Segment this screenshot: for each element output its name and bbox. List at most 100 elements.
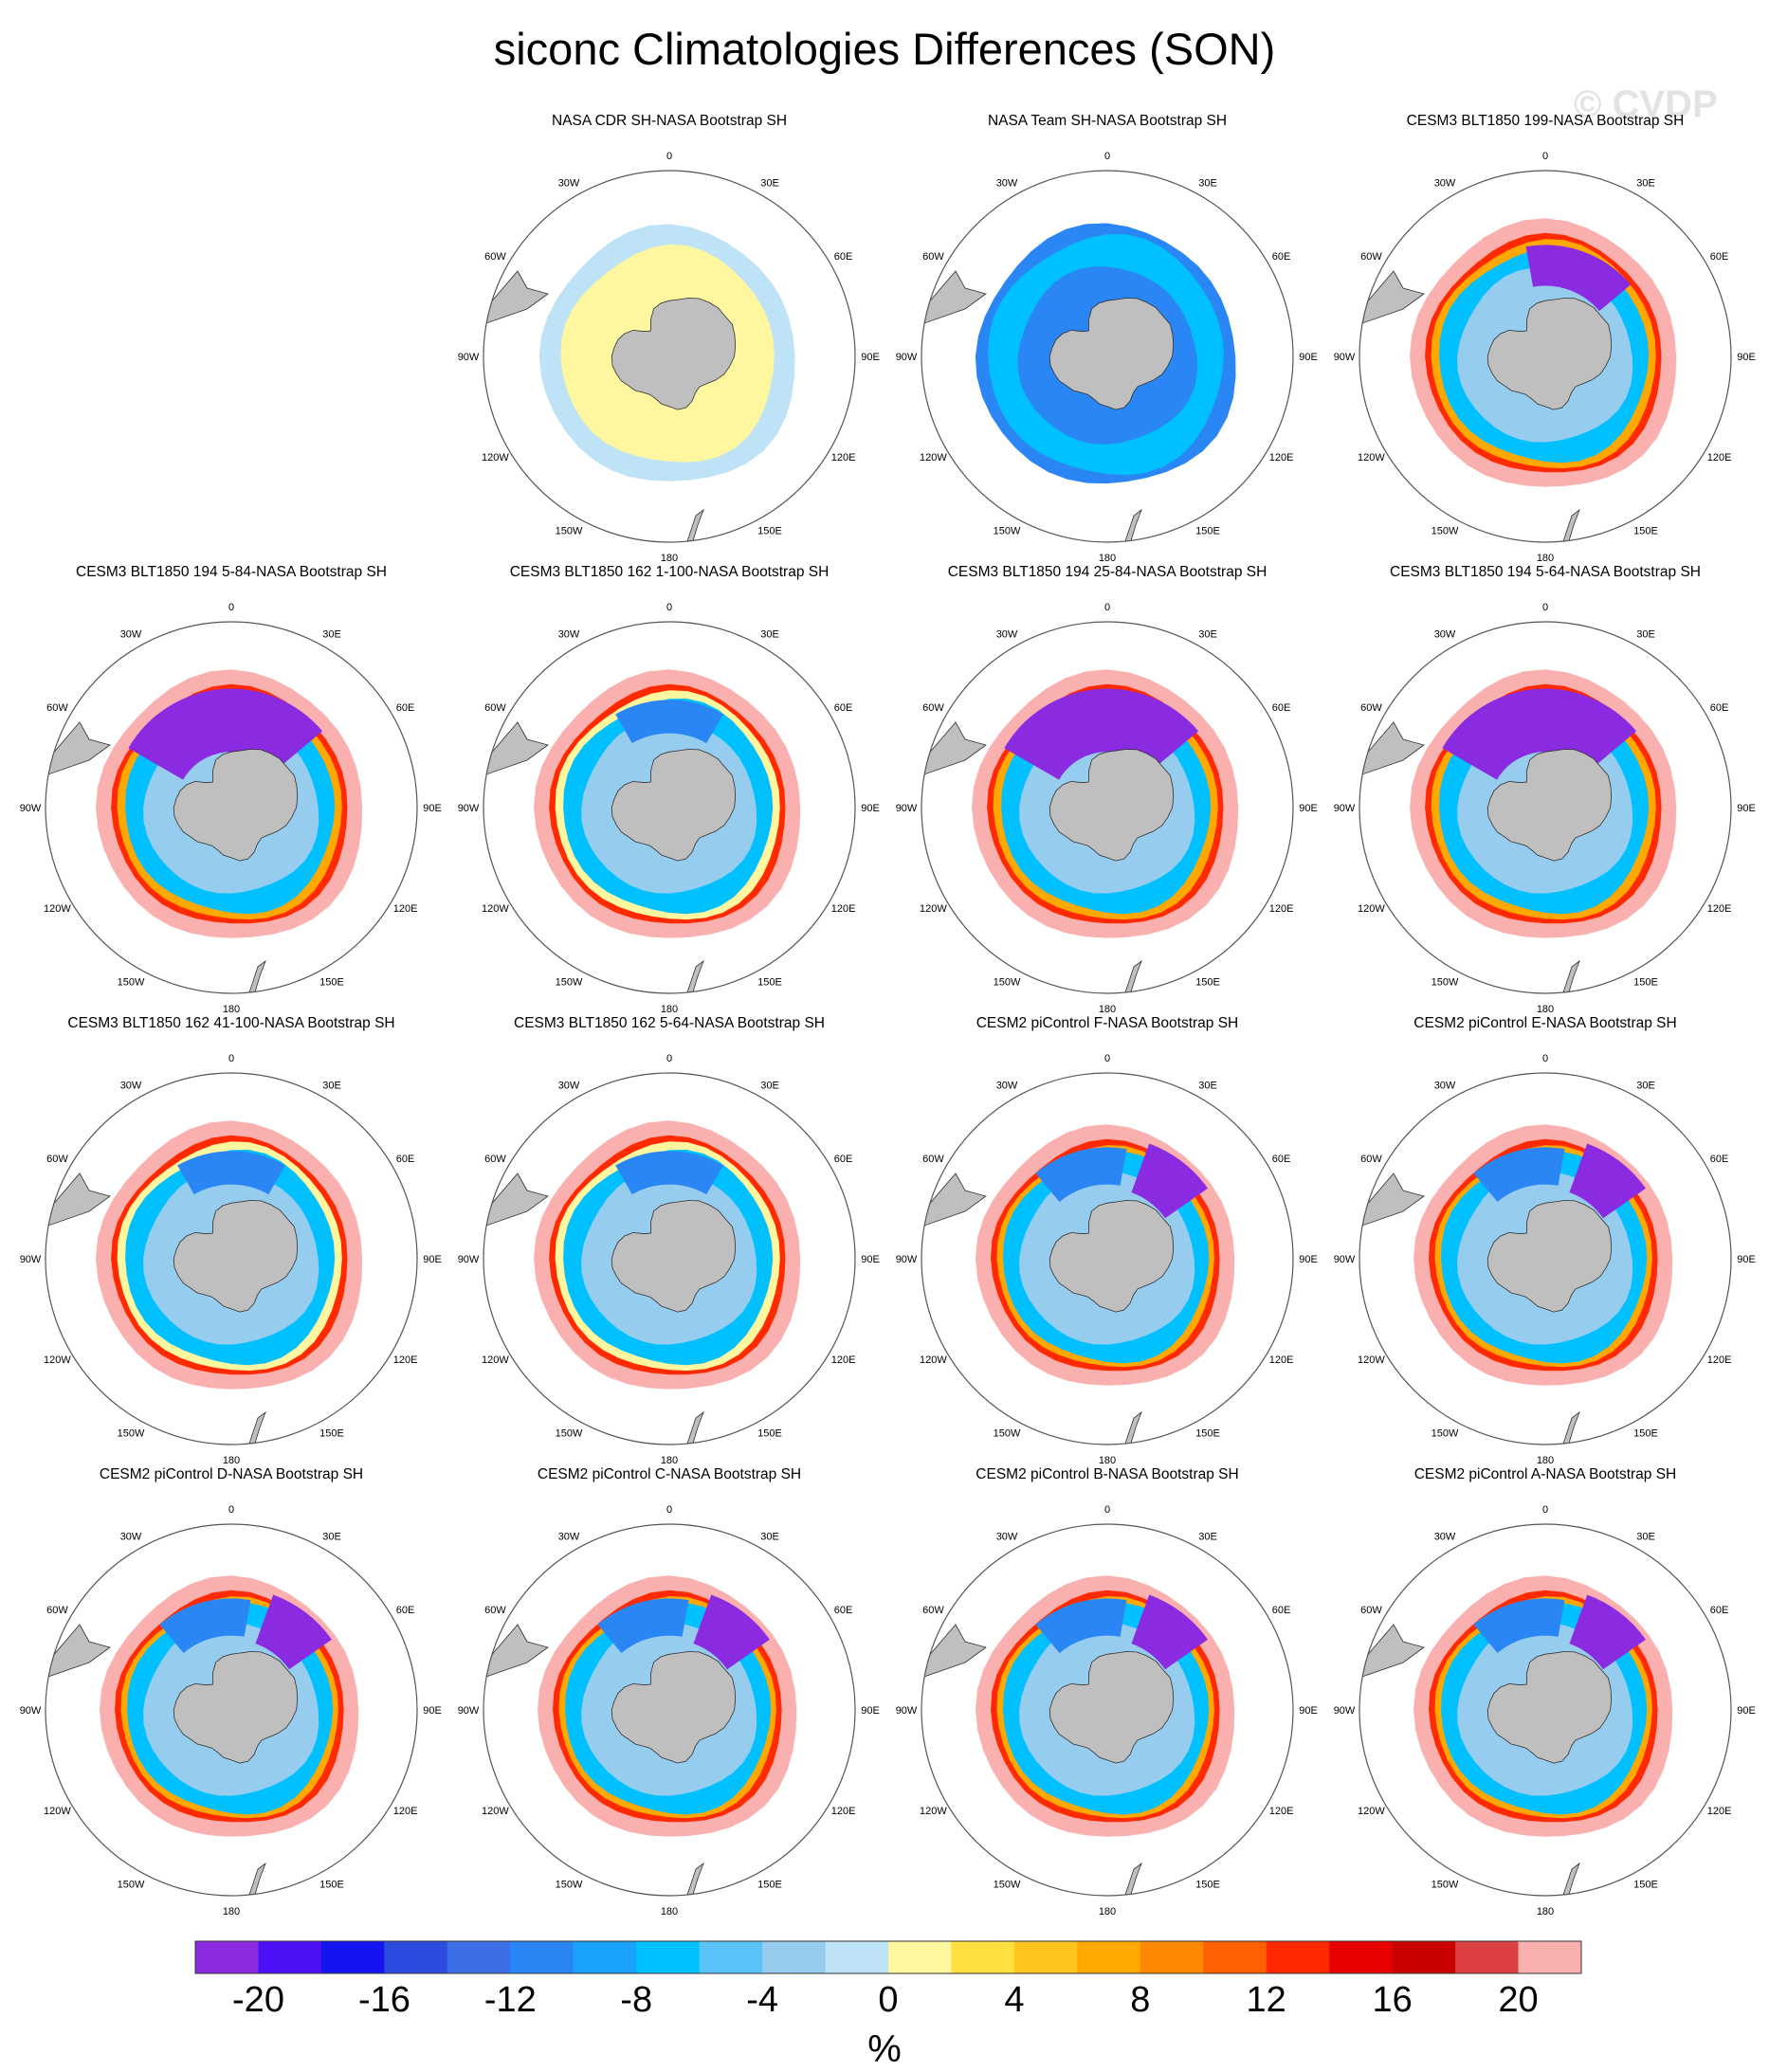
longitude-label: 150E	[1633, 1428, 1658, 1440]
longitude-label: 90W	[458, 803, 480, 814]
longitude-label: 90W	[20, 803, 42, 814]
polar-map: 0 30E 60E 90E 120E 150E 180 150W 120W 90W 60W 30W	[1334, 151, 1756, 561]
south-america	[921, 1624, 987, 1679]
longitude-label: 60W	[922, 1154, 944, 1165]
panel-title: CESM3 BLT1850 162 5-64-NASA Bootstrap SH	[514, 1015, 825, 1031]
colorbar-box	[1266, 1941, 1330, 1973]
new-zealand	[685, 508, 704, 542]
south-america	[921, 721, 987, 776]
polar-map: 0 30E 60E 90E 120E 150E 180 150W 120W 90W 60W 30W	[458, 1504, 880, 1915]
colorbar-box	[951, 1941, 1015, 1973]
longitude-label: 90W	[20, 1254, 42, 1265]
polar-map: 0 30E 60E 90E 120E 150E 180 150W 120W 90W 60W 30W	[896, 602, 1318, 1012]
longitude-label: 150W	[1432, 526, 1459, 537]
longitude-label: 90E	[1737, 1705, 1756, 1717]
longitude-label: 0	[1104, 151, 1110, 162]
map-boundary	[1359, 621, 1732, 994]
new-zealand	[1123, 1410, 1142, 1445]
longitude-label: 90E	[861, 1705, 880, 1717]
antarctica	[611, 1200, 737, 1313]
longitude-label: 30W	[996, 177, 1018, 189]
longitude-label: 150E	[1195, 526, 1220, 537]
longitude-label: 120W	[920, 903, 947, 915]
map-boundary	[921, 170, 1294, 543]
longitude-label: 90W	[1334, 803, 1356, 814]
colorbar-box	[1518, 1941, 1582, 1973]
longitude-label: 150W	[556, 1880, 583, 1891]
map-boundary	[483, 170, 856, 543]
longitude-label: 60E	[1710, 702, 1729, 714]
longitude-label: 150E	[757, 977, 782, 989]
longitude-label: 60E	[834, 1154, 853, 1165]
longitude-label: 60W	[1360, 251, 1382, 263]
longitude-label: 90W	[1334, 1705, 1356, 1717]
longitude-label: 180	[1537, 553, 1554, 561]
longitude-label: 180	[661, 1004, 678, 1012]
map-boundary	[1359, 170, 1732, 543]
antarctica	[173, 1651, 299, 1764]
longitude-label: 150E	[319, 977, 344, 989]
longitude-label: 150W	[118, 977, 145, 989]
east-strong-negative	[1131, 1594, 1208, 1670]
panel-title: CESM2 piControl A-NASA Bootstrap SH	[1413, 1466, 1677, 1482]
longitude-label: 120E	[831, 903, 856, 915]
longitude-label: 150E	[757, 526, 782, 537]
east-strong-negative	[1569, 1594, 1646, 1670]
longitude-label: 120W	[44, 1806, 71, 1817]
longitude-label: 90E	[1299, 1705, 1318, 1717]
longitude-label: 60E	[1272, 1605, 1291, 1616]
longitude-label: 150E	[1633, 526, 1658, 537]
longitude-label: 0	[228, 1053, 234, 1064]
map-panel: CESM2 piControl F-NASA Bootstrap SH 0 30E 6…	[887, 1014, 1327, 1463]
polar-map: 0 30E 60E 90E 120E 150E 180 150W 120W 90W 60W 30W	[896, 1053, 1318, 1463]
longitude-label: 30W	[120, 1080, 142, 1091]
antarctica	[1486, 298, 1613, 410]
antarctica	[611, 749, 737, 862]
map-panel: CESM3 BLT1850 199-NASA Bootstrap SH 0 30E 6…	[1325, 112, 1765, 561]
longitude-label: 0	[1542, 1504, 1548, 1516]
longitude-label: 30E	[1198, 1531, 1217, 1542]
longitude-label: 150E	[1633, 977, 1658, 989]
antarctica	[1486, 1651, 1613, 1764]
panel-title: NASA Team SH-NASA Bootstrap SH	[987, 113, 1228, 129]
longitude-label: 0	[1104, 1504, 1110, 1516]
east-strong-negative	[693, 1594, 770, 1670]
longitude-label: 120E	[831, 452, 856, 463]
longitude-label: 30E	[760, 1531, 779, 1542]
weddell-negative	[159, 1598, 251, 1653]
longitude-label: 90W	[896, 1705, 918, 1717]
longitude-label: 60E	[1710, 1154, 1729, 1165]
longitude-label: 120E	[831, 1354, 856, 1366]
colorbar-box	[1455, 1941, 1520, 1973]
longitude-label: 60E	[834, 702, 853, 714]
new-zealand	[1123, 959, 1142, 993]
longitude-label: 150W	[994, 526, 1021, 537]
colorbar-box	[1329, 1941, 1394, 1973]
longitude-label: 30E	[1198, 1080, 1217, 1091]
longitude-label: 0	[666, 151, 672, 162]
longitude-label: 90E	[1299, 1254, 1318, 1265]
longitude-label: 150W	[556, 526, 583, 537]
longitude-label: 120W	[1358, 1806, 1385, 1817]
colorbar-box	[1140, 1941, 1204, 1973]
south-america	[921, 270, 987, 325]
page-title: siconc Climatologies Differences (SON)	[493, 24, 1276, 74]
longitude-label: 120W	[44, 903, 71, 915]
colorbar-outline	[194, 1940, 1582, 1974]
colorbar-tick-label: 0	[878, 1980, 898, 2020]
map-boundary	[921, 1072, 1294, 1445]
colorbar-tick-label: -4	[746, 1980, 778, 2020]
south-america	[1359, 1624, 1425, 1679]
longitude-label: 120E	[393, 1806, 418, 1817]
colorbar-box	[699, 1941, 763, 1973]
longitude-label: 30E	[1636, 1531, 1655, 1542]
longitude-label: 60E	[396, 1605, 415, 1616]
new-zealand	[247, 1410, 266, 1445]
longitude-label: 90W	[1334, 352, 1356, 363]
longitude-label: 30W	[558, 1531, 580, 1542]
longitude-label: 90E	[861, 803, 880, 814]
longitude-label: 30E	[1636, 628, 1655, 640]
longitude-label: 60E	[1272, 251, 1291, 263]
longitude-label: 90E	[1737, 803, 1756, 814]
map-boundary	[45, 1523, 418, 1897]
